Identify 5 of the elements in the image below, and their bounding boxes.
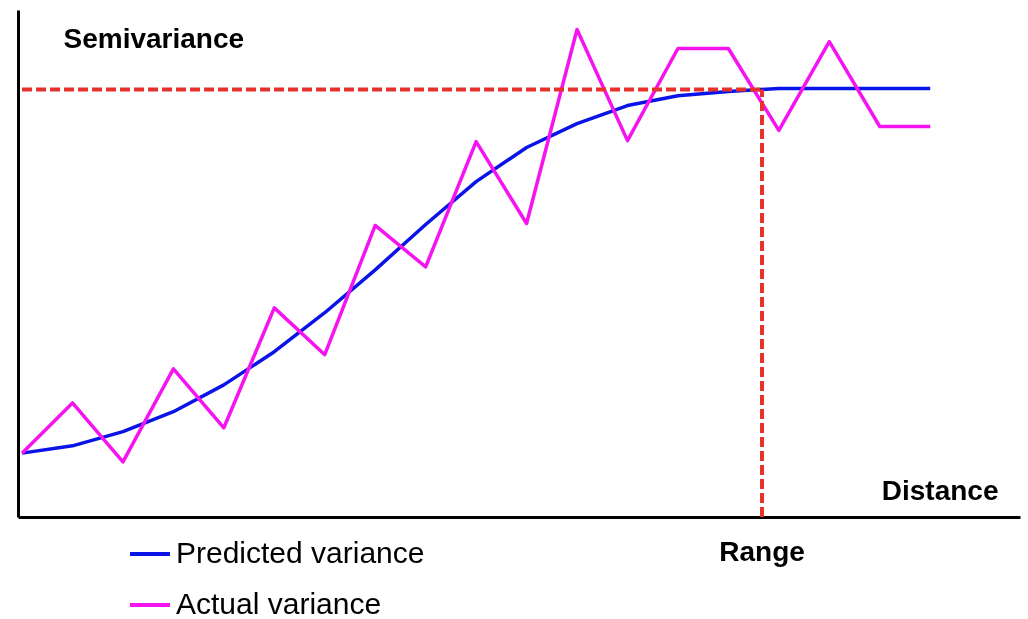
y-axis-title: Semivariance xyxy=(63,22,245,54)
text: Range xyxy=(719,536,805,567)
legend-label: Actual variance xyxy=(176,587,382,619)
legend-label: Predicted variance xyxy=(176,536,425,569)
x-axis-title: Distance xyxy=(881,474,999,506)
